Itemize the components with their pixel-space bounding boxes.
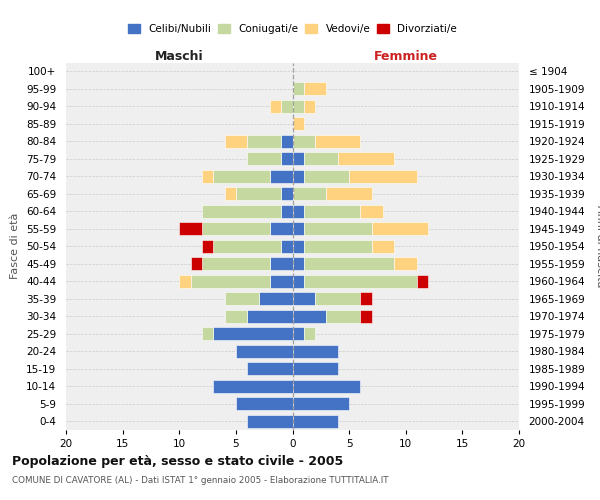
Bar <box>270 274 293 288</box>
Bar <box>281 152 293 166</box>
Bar <box>315 292 361 306</box>
Bar <box>293 170 304 183</box>
Bar <box>293 82 304 96</box>
Bar <box>281 134 293 148</box>
Bar <box>247 362 293 376</box>
Bar <box>304 100 315 113</box>
Bar <box>304 240 372 253</box>
Bar <box>315 134 361 148</box>
Bar <box>236 187 281 200</box>
Bar <box>247 414 293 428</box>
Bar <box>293 274 304 288</box>
Bar <box>281 240 293 253</box>
Bar <box>281 187 293 200</box>
Bar <box>202 170 213 183</box>
Bar <box>417 274 428 288</box>
Bar <box>293 380 361 393</box>
Bar <box>338 152 394 166</box>
Bar <box>224 310 247 323</box>
Bar <box>361 292 372 306</box>
Bar <box>202 222 270 235</box>
Bar <box>213 380 293 393</box>
Bar <box>304 170 349 183</box>
Bar <box>293 204 304 218</box>
Bar <box>293 344 338 358</box>
Text: Popolazione per età, sesso e stato civile - 2005: Popolazione per età, sesso e stato civil… <box>12 455 343 468</box>
Bar <box>293 257 304 270</box>
Bar <box>394 257 417 270</box>
Bar <box>361 204 383 218</box>
Bar <box>293 362 338 376</box>
Bar <box>304 274 417 288</box>
Bar <box>293 414 338 428</box>
Bar <box>293 187 326 200</box>
Bar <box>270 222 293 235</box>
Bar <box>281 100 293 113</box>
Bar <box>326 187 372 200</box>
Bar <box>224 134 247 148</box>
Bar <box>304 204 361 218</box>
Bar <box>372 222 428 235</box>
Bar <box>361 310 372 323</box>
Bar <box>293 152 304 166</box>
Bar <box>281 204 293 218</box>
Bar <box>224 187 236 200</box>
Text: COMUNE DI CAVATORE (AL) - Dati ISTAT 1° gennaio 2005 - Elaborazione TUTTITALIA.I: COMUNE DI CAVATORE (AL) - Dati ISTAT 1° … <box>12 476 389 485</box>
Legend: Celibi/Nubili, Coniugati/e, Vedovi/e, Divorziati/e: Celibi/Nubili, Coniugati/e, Vedovi/e, Di… <box>124 20 461 38</box>
Bar <box>191 257 202 270</box>
Bar <box>259 292 293 306</box>
Y-axis label: Fasce di età: Fasce di età <box>10 213 20 280</box>
Bar <box>293 310 326 323</box>
Bar <box>247 152 281 166</box>
Bar <box>179 274 191 288</box>
Bar <box>293 327 304 340</box>
Bar <box>202 240 213 253</box>
Bar <box>293 134 315 148</box>
Bar <box>179 222 202 235</box>
Bar <box>224 292 259 306</box>
Bar <box>247 310 293 323</box>
Bar <box>247 134 281 148</box>
Bar <box>213 327 293 340</box>
Bar <box>202 327 213 340</box>
Bar <box>191 274 270 288</box>
Bar <box>304 222 372 235</box>
Y-axis label: Anni di nascita: Anni di nascita <box>595 205 600 288</box>
Bar <box>202 204 281 218</box>
Bar <box>349 170 417 183</box>
Bar <box>270 257 293 270</box>
Bar <box>270 100 281 113</box>
Bar <box>293 222 304 235</box>
Bar <box>236 344 293 358</box>
Text: Femmine: Femmine <box>374 50 438 62</box>
Bar <box>293 117 304 130</box>
Bar <box>202 257 270 270</box>
Bar <box>213 170 270 183</box>
Bar <box>236 397 293 410</box>
Bar <box>293 292 315 306</box>
Bar <box>372 240 394 253</box>
Bar <box>293 397 349 410</box>
Text: Maschi: Maschi <box>155 50 203 62</box>
Bar <box>304 82 326 96</box>
Bar <box>293 100 304 113</box>
Bar <box>293 240 304 253</box>
Bar <box>304 327 315 340</box>
Bar <box>270 170 293 183</box>
Bar <box>213 240 281 253</box>
Bar <box>304 152 338 166</box>
Bar <box>326 310 361 323</box>
Bar <box>304 257 394 270</box>
